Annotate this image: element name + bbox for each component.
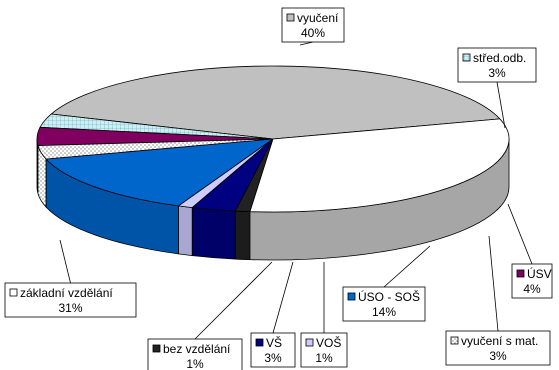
legend-swatch-zakladni-vzdelani — [9, 288, 18, 297]
slice-label-usv: ÚSV — [527, 266, 552, 281]
label-frame-bez-vzdelani — [147, 338, 243, 370]
label-frame-uso-sos — [342, 286, 426, 322]
leader-line-stred-odb — [496, 81, 506, 129]
leader-line-bez-vzdelani — [194, 261, 273, 340]
legend-swatch-bez-vzdelani — [152, 344, 161, 353]
slice-percent-stred-odb: 3% — [488, 66, 506, 80]
leader-line-uso-sos — [383, 245, 431, 288]
slice-vyuceni — [50, 65, 501, 140]
legend-swatch-uso-sos — [347, 292, 356, 301]
slice-percent-zakladni-vzdelani: 31% — [58, 301, 82, 315]
slice-label-vyuceni-s-mat: vyučení s mat. — [461, 334, 538, 348]
label-frame-zakladni-vzdelani — [4, 282, 137, 318]
leader-line-vs — [272, 261, 294, 334]
leader-line-zakladni-vzdelani — [59, 239, 71, 284]
slice-label-zakladni-vzdelani: základní vzdělání — [20, 286, 113, 300]
slice-percent-vyuceni: 40% — [301, 26, 325, 40]
slice-label-stred-odb: střed.odb. — [473, 51, 526, 65]
slice-percent-usv: 4% — [523, 282, 541, 296]
slice-percent-vyuceni-s-mat: 3% — [489, 349, 507, 363]
legend-swatch-stred-odb — [462, 53, 471, 62]
leader-line-vyuceni — [299, 41, 314, 46]
slice-percent-vs: 3% — [264, 351, 282, 365]
leader-line-vyuceni-s-mat — [488, 235, 499, 332]
slice-label-vos: VOŠ — [316, 335, 341, 350]
slice-side-vs — [191, 207, 236, 260]
slice-percent-bez-vzdelani: 1% — [186, 357, 204, 370]
label-frame-stred-odb — [457, 47, 537, 83]
slice-side-bez-vzdelani — [234, 210, 251, 261]
leader-line-usv — [507, 203, 533, 265]
label-box-vyuceni-s-mat: vyučení s mat.3% — [445, 330, 551, 366]
label-box-stred-odb: střed.odb.3% — [457, 47, 537, 83]
slice-label-uso-sos: ÚSO - SOŠ — [358, 289, 420, 304]
slice-label-vyuceni: vyučení — [297, 11, 339, 25]
slice-uso-sos — [45, 138, 275, 207]
slice-percent-uso-sos: 14% — [372, 305, 396, 319]
slice-percent-vos: 1% — [315, 351, 333, 365]
slice-side-vos — [178, 205, 193, 257]
legend-swatch-usv — [516, 269, 525, 278]
slice-label-vs: VŠ — [266, 335, 282, 350]
slice-label-bez-vzdelani: bez vzdělání — [163, 342, 231, 356]
leader-lines — [59, 41, 533, 340]
legend-swatch-vyuceni-s-mat — [450, 336, 459, 345]
legend-swatch-vs — [255, 338, 264, 347]
slice-zakladni-vzdelani — [249, 118, 510, 213]
legend-swatch-vyuceni — [286, 13, 295, 22]
label-box-vs: VŠ3% — [250, 332, 296, 368]
pie-sides — [36, 138, 510, 261]
label-frame-vyuceni-s-mat — [445, 330, 551, 366]
legend-swatch-vos — [305, 338, 314, 347]
pie-tops — [36, 65, 510, 213]
